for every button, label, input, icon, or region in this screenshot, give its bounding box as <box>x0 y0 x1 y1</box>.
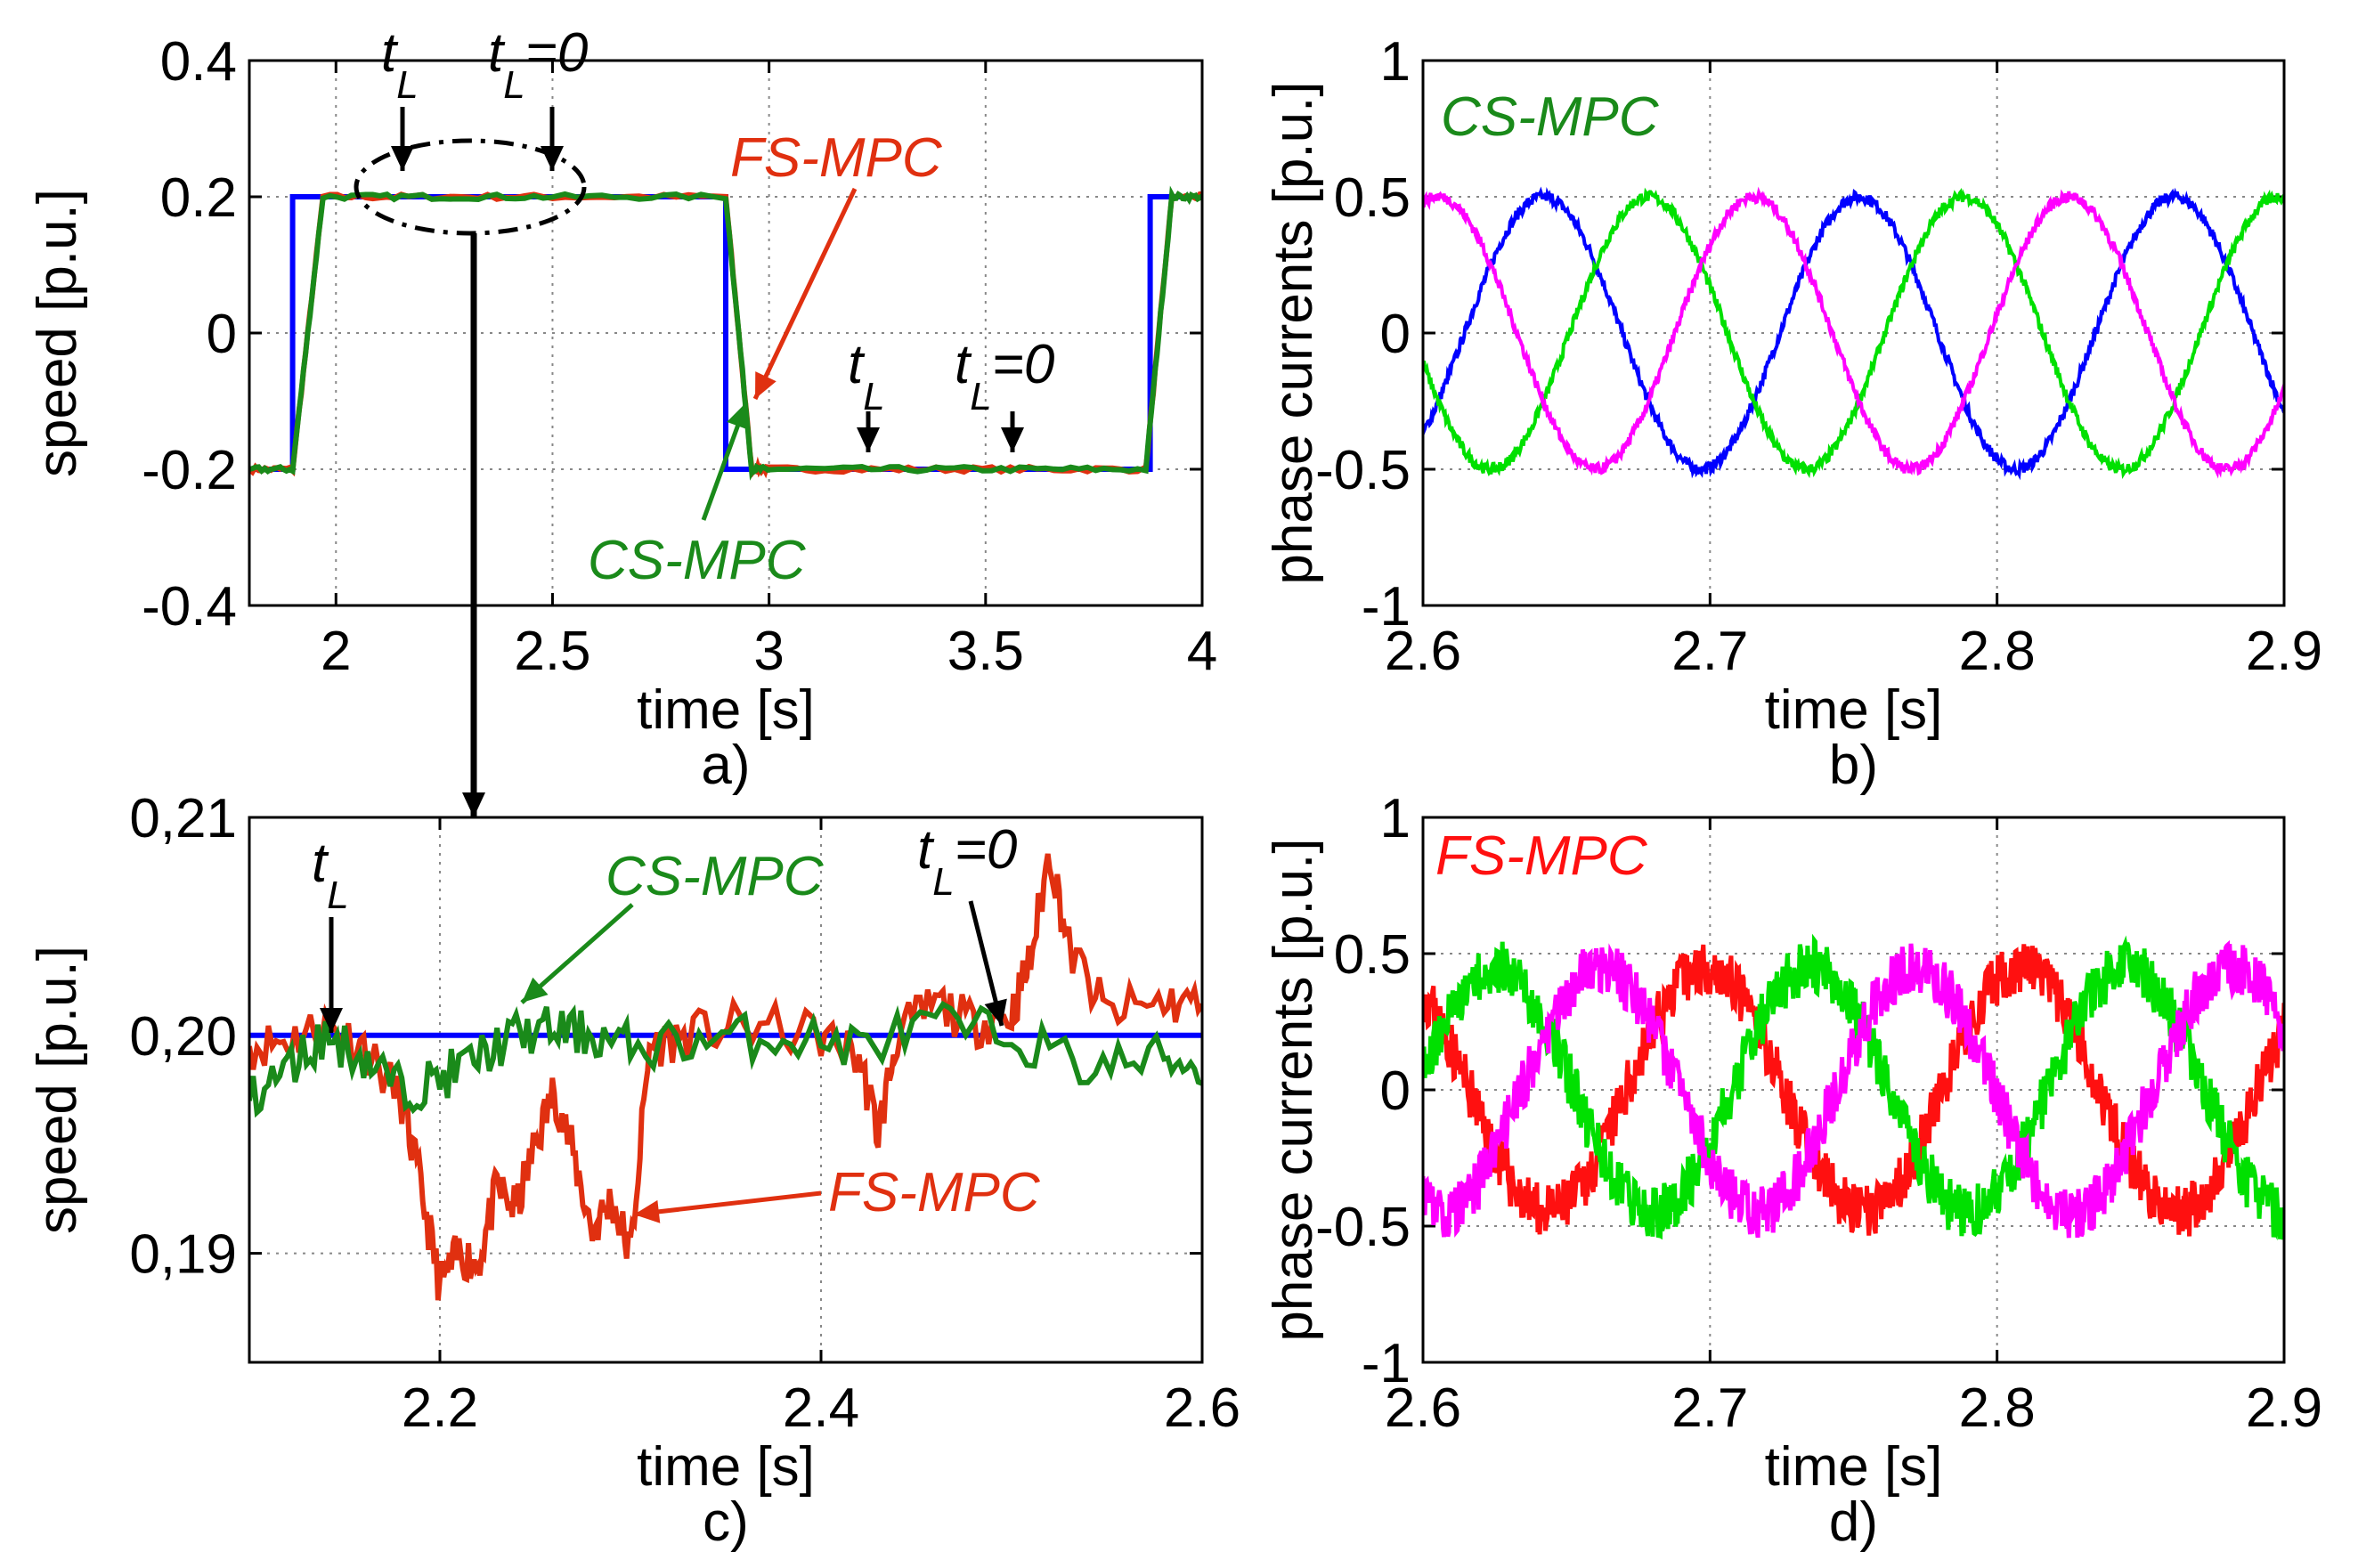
cs-mpc-arrow-head <box>522 977 549 1003</box>
y-tick-label: 0.5 <box>1334 167 1411 229</box>
y-tick-label: 0,19 <box>129 1224 237 1286</box>
tl-label: tL=0 <box>917 819 1017 904</box>
panel-a: 2 2.5 3 3.5 4 -0.4 -0.2 0 0.2 0.4 time [s]a) speed … <box>27 31 1217 796</box>
phase-current-c <box>1423 939 2284 1239</box>
x-tick-label: 2.6 <box>1385 1377 1461 1439</box>
y-tick-label: 1 <box>1380 31 1411 93</box>
tl-label: tL <box>312 833 349 917</box>
y-tick-label: 0 <box>1380 1060 1411 1122</box>
tl-label: tL=0 <box>955 334 1054 418</box>
fs-mpc-arrow <box>633 1190 822 1217</box>
x-tick-label: 2 <box>321 621 351 682</box>
panel-caption: d) <box>1829 1491 1878 1553</box>
tl0-arrow-head <box>541 146 564 171</box>
x-tick-label: 3 <box>753 621 784 682</box>
x-axis-label: time [s] <box>637 679 815 741</box>
tl-arrow-head <box>857 427 880 452</box>
y-tick-label: -0.5 <box>1315 440 1411 501</box>
axes-frame <box>1421 816 2286 1364</box>
x-axis-label: time [s] <box>1765 1436 1943 1498</box>
panel-caption: c) <box>703 1491 749 1553</box>
x-tick-label: 2.8 <box>1959 1377 2036 1439</box>
y-tick-label: 0,21 <box>129 788 237 849</box>
series-line-fs-mpc <box>249 853 1202 1301</box>
cs-mpc-label: CS-MPC <box>1441 86 1660 148</box>
x-tick-label: 2.8 <box>1959 621 2036 682</box>
x-tick-label: 2.7 <box>1671 621 1748 682</box>
tl-arrow-head <box>320 1008 343 1033</box>
phase-current-a <box>1423 186 2284 481</box>
series-line-cs-mpc <box>249 185 1202 481</box>
y-tick-label: 0,20 <box>129 1006 237 1068</box>
fs-mpc-arrow <box>752 187 858 401</box>
cs-mpc-arrow-head <box>727 402 749 430</box>
fs-mpc-label: FS-MPC <box>828 1162 1041 1223</box>
axes-frame <box>1421 59 2286 607</box>
axes-frame <box>248 816 1204 1364</box>
y-tick-label: 0 <box>1380 304 1411 365</box>
tl0-arrow-head <box>984 998 1007 1026</box>
y-tick-label: 1 <box>1380 788 1411 849</box>
zoom-connector-head <box>462 792 485 817</box>
y-tick-label: 0 <box>207 304 237 365</box>
x-tick-label: 2.9 <box>2246 1377 2322 1439</box>
y-tick-label: -0.2 <box>142 440 237 501</box>
x-tick-label: 2.5 <box>514 621 590 682</box>
tl0-arrow-head <box>1001 427 1024 452</box>
zoom-ellipse <box>354 138 587 236</box>
tl-label: tL=0 <box>488 22 588 107</box>
y-tick-label: -0.4 <box>142 576 237 638</box>
panel-c: 2.2 2.4 2.6 0,19 0,20 0,21 time [s]c) speed [p.… <box>27 788 1240 1553</box>
fs-mpc-label: FS-MPC <box>1435 825 1648 887</box>
x-tick-label: 2.2 <box>402 1377 478 1439</box>
phase-current-a <box>1423 944 2284 1237</box>
panel-b: 2.6 2.7 2.8 2.9 -1 -0.5 0 0.5 1 time [s]b) phase c… <box>1263 31 2322 796</box>
y-tick-label: 0.4 <box>160 31 237 93</box>
x-axis-label: time [s] <box>637 1436 815 1498</box>
series-line-cs-mpc <box>249 1000 1202 1118</box>
phase-current-b <box>1423 933 2284 1241</box>
fs-mpc-arrow-head <box>634 1199 661 1223</box>
y-axis-label: phase currents [p.u.] <box>1263 838 1324 1341</box>
fs-mpc-arrow-head <box>755 371 777 399</box>
cs-mpc-label: CS-MPC <box>606 846 825 907</box>
series-line-reference <box>249 194 1202 472</box>
x-tick-label: 3.5 <box>947 621 1024 682</box>
y-tick-label: 0.2 <box>160 167 237 229</box>
tl-label: tL <box>848 334 885 418</box>
y-tick-label: 0.5 <box>1334 924 1411 986</box>
panel-caption: a) <box>701 735 750 796</box>
cs-mpc-label: CS-MPC <box>588 530 807 591</box>
x-tick-label: 2.6 <box>1385 621 1461 682</box>
x-axis-label: time [s] <box>1765 679 1943 741</box>
y-tick-label: -1 <box>1362 1333 1411 1394</box>
phase-current-c <box>1423 186 2284 479</box>
x-tick-label: 2.7 <box>1671 1377 1748 1439</box>
y-axis-label: speed [p.u.] <box>27 189 88 477</box>
x-tick-label: 2.6 <box>1164 1377 1240 1439</box>
fs-mpc-label: FS-MPC <box>730 127 943 189</box>
x-tick-label: 2.9 <box>2246 621 2322 682</box>
x-tick-label: 2.4 <box>783 1377 859 1439</box>
axes-frame <box>248 59 1204 607</box>
tl-label: tL <box>381 22 419 107</box>
phase-current-b <box>1423 187 2284 480</box>
y-axis-label: speed [p.u.] <box>27 946 88 1234</box>
y-axis-label: phase currents [p.u.] <box>1263 81 1324 584</box>
tl-arrow-head <box>391 146 414 171</box>
y-tick-label: -0.5 <box>1315 1197 1411 1258</box>
y-tick-label: -1 <box>1362 576 1411 638</box>
x-tick-label: 4 <box>1187 621 1217 682</box>
panel-caption: b) <box>1829 735 1878 796</box>
